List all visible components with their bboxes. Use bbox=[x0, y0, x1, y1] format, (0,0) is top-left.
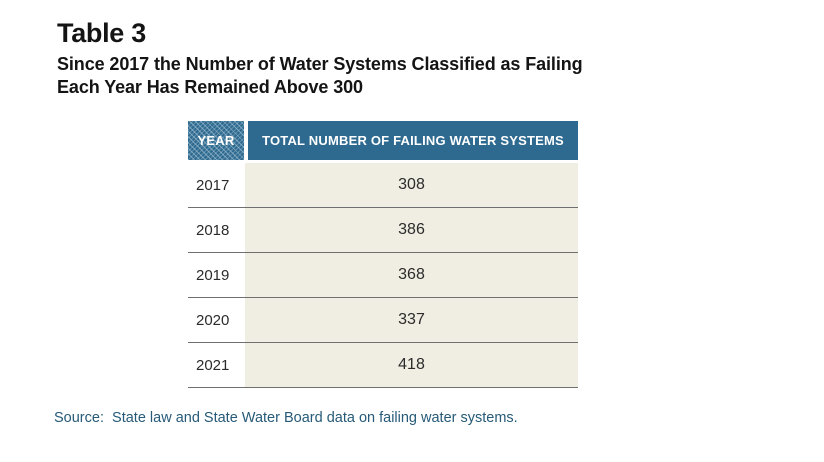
table-row: 2021 418 bbox=[188, 343, 578, 388]
year-cell: 2020 bbox=[188, 298, 245, 342]
column-header-total-failing-systems: TOTAL NUMBER OF FAILING WATER SYSTEMS bbox=[248, 121, 578, 160]
subtitle-line-2: Each Year Has Remained Above 300 bbox=[57, 77, 363, 97]
value-cell: 337 bbox=[245, 298, 578, 342]
subtitle-line-1: Since 2017 the Number of Water Systems C… bbox=[57, 54, 583, 74]
data-table: YEAR TOTAL NUMBER OF FAILING WATER SYSTE… bbox=[188, 121, 578, 388]
table-row: 2020 337 bbox=[188, 298, 578, 343]
table-header-row: YEAR TOTAL NUMBER OF FAILING WATER SYSTE… bbox=[188, 121, 578, 160]
source-note: Source: State law and State Water Board … bbox=[54, 410, 518, 426]
year-cell: 2019 bbox=[188, 253, 245, 297]
table-row: 2018 386 bbox=[188, 208, 578, 253]
year-cell: 2017 bbox=[188, 163, 245, 207]
title-block: Table 3 Since 2017 the Number of Water S… bbox=[57, 18, 583, 99]
value-cell: 386 bbox=[245, 208, 578, 252]
year-cell: 2018 bbox=[188, 208, 245, 252]
value-cell: 418 bbox=[245, 343, 578, 387]
table-body: 2017 308 2018 386 2019 368 2020 337 2021… bbox=[188, 163, 578, 388]
table-row: 2019 368 bbox=[188, 253, 578, 298]
figure-number-title: Table 3 bbox=[57, 18, 146, 48]
value-cell: 308 bbox=[245, 163, 578, 207]
figure-subtitle: Since 2017 the Number of Water Systems C… bbox=[57, 53, 583, 99]
column-header-year: YEAR bbox=[188, 121, 244, 160]
table-row: 2017 308 bbox=[188, 163, 578, 208]
year-cell: 2021 bbox=[188, 343, 245, 387]
value-cell: 368 bbox=[245, 253, 578, 297]
